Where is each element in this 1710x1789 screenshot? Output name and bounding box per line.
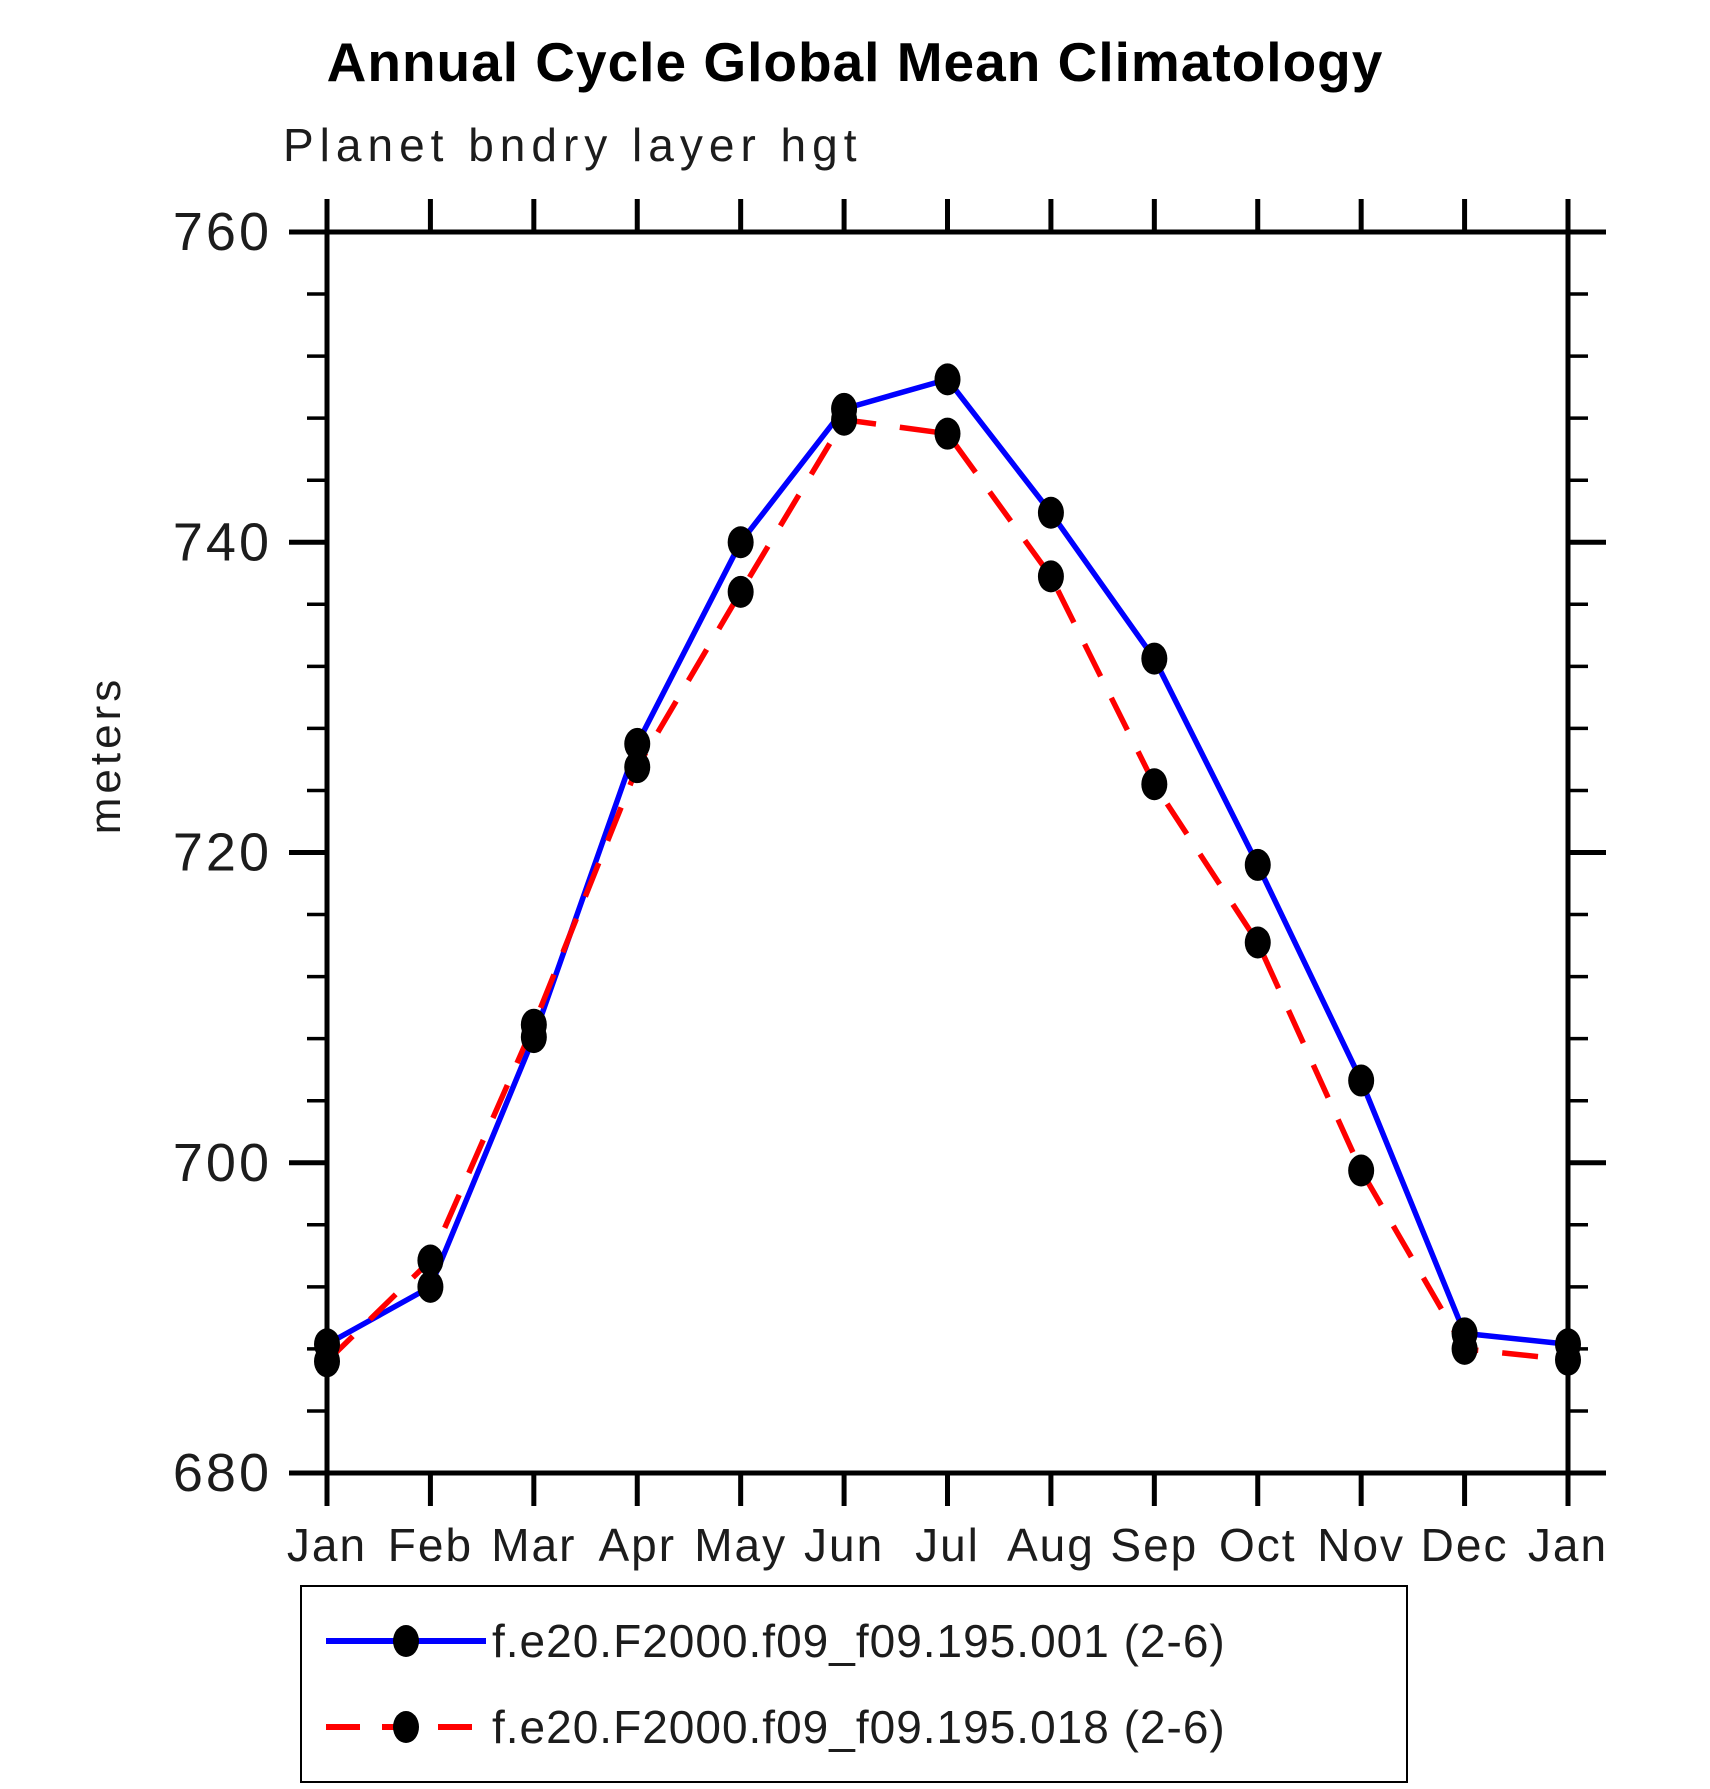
x-tick-label: Feb <box>388 1519 473 1571</box>
x-tick-label: Nov <box>1317 1519 1405 1571</box>
x-tick-label: Dec <box>1421 1519 1509 1571</box>
x-tick-label: Apr <box>598 1519 676 1571</box>
data-point-marker-series-0 <box>727 526 754 559</box>
chart-title: Annual Cycle Global Mean Climatology <box>326 31 1384 93</box>
data-point-marker-series-1 <box>417 1244 444 1277</box>
data-point-marker-series-1 <box>314 1345 340 1378</box>
legend-label-series-001: f.e20.F2000.f09_f09.195.001 (2-6) <box>492 1615 1226 1667</box>
x-tick-label: May <box>694 1519 787 1571</box>
data-point-marker-series-1 <box>727 575 754 608</box>
x-tick-label: Mar <box>491 1519 576 1571</box>
data-point-marker-series-1 <box>1451 1332 1478 1365</box>
series-line-0 <box>325 376 1569 1347</box>
chart-subtitle: Planet bndry layer hgt <box>283 119 863 171</box>
data-point-marker-series-1 <box>520 1008 547 1041</box>
x-tick-label: Jan <box>287 1519 367 1571</box>
legend: f.e20.F2000.f09_f09.195.001 (2-6) f.e20.… <box>300 1585 1408 1783</box>
data-point-marker-series-1 <box>1141 768 1168 801</box>
legend-row: f.e20.F2000.f09_f09.195.001 (2-6) <box>302 1605 1406 1677</box>
data-point-marker-series-0 <box>1037 496 1064 529</box>
data-point-marker-series-1 <box>1037 560 1064 593</box>
data-point-marker-series-0 <box>1348 1064 1375 1097</box>
legend-label-series-018: f.e20.F2000.f09_f09.195.018 (2-6) <box>492 1701 1226 1753</box>
y-tick-label: 680 <box>173 1443 272 1503</box>
y-tick-label: 720 <box>173 823 272 883</box>
legend-line-solid-icon <box>326 1625 486 1657</box>
x-tick-label: Jul <box>915 1519 980 1571</box>
data-point-marker-series-1 <box>934 417 961 450</box>
y-tick-label: 700 <box>173 1133 272 1193</box>
y-tick-label: 740 <box>173 512 272 572</box>
data-point-marker-series-1 <box>1555 1343 1581 1376</box>
y-axis-title: meters <box>81 676 130 834</box>
data-point-marker-series-1 <box>1348 1154 1375 1187</box>
x-tick-label: Jan <box>1528 1519 1608 1571</box>
x-tick-label: Jun <box>804 1519 884 1571</box>
x-tick-label: Aug <box>1007 1519 1095 1571</box>
data-point-marker-series-0 <box>624 727 651 760</box>
y-tick-label: 760 <box>173 202 272 262</box>
data-point-marker-series-1 <box>831 403 858 436</box>
data-point-marker-series-0 <box>417 1270 444 1303</box>
data-point-marker-series-1 <box>1244 926 1271 959</box>
legend-line-dashed-icon <box>326 1711 486 1743</box>
series-line-1 <box>325 416 1569 1364</box>
data-point-marker-series-0 <box>1141 642 1168 675</box>
data-point-marker-series-0 <box>934 363 961 396</box>
x-tick-label: Oct <box>1219 1519 1297 1571</box>
x-tick-label: Sep <box>1110 1519 1198 1571</box>
data-point-marker-series-1 <box>624 751 651 784</box>
legend-row: f.e20.F2000.f09_f09.195.018 (2-6) <box>302 1691 1406 1763</box>
data-point-marker-series-0 <box>1244 848 1271 881</box>
